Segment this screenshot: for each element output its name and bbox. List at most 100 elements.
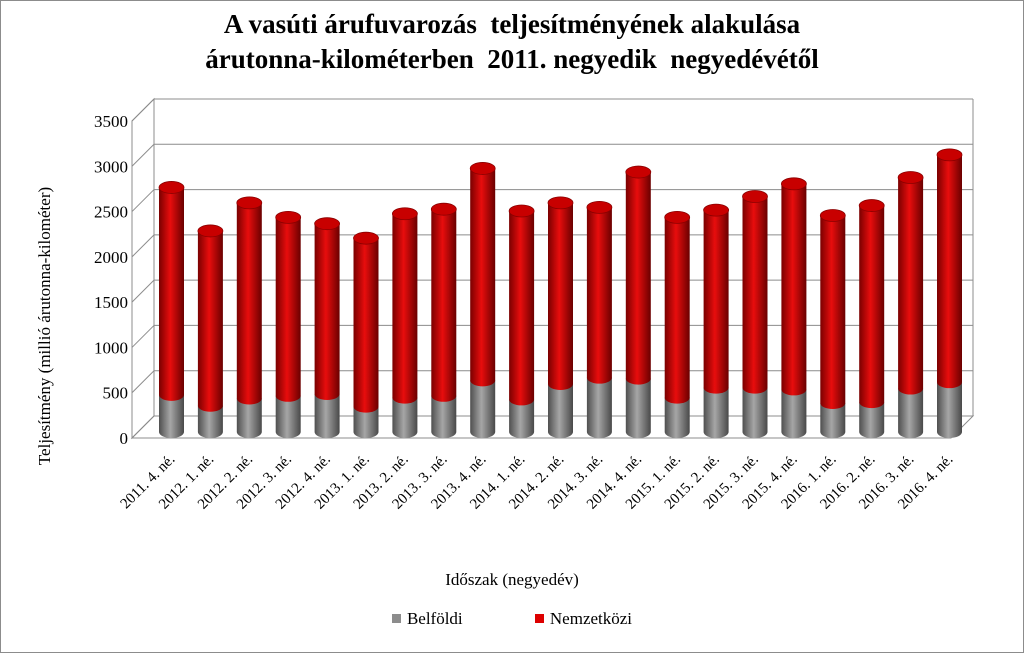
y-tick-label: 3000	[94, 157, 128, 176]
bar-group	[430, 202, 457, 438]
bar-top-cap	[897, 171, 924, 184]
chart-title: A vasúti árufuvarozás teljesítményének a…	[1, 7, 1023, 77]
bar-nemzetkozi	[509, 211, 535, 406]
bar-group	[547, 196, 574, 438]
gridline-side	[131, 325, 155, 348]
bar-belfoldi	[937, 382, 962, 438]
legend-label-belfoldi: Belföldi	[406, 609, 463, 628]
bar-nemzetkozi	[548, 202, 573, 390]
bar-nemzetkozi	[898, 177, 924, 395]
bar-top-cap	[391, 207, 418, 221]
bar-top-cap	[781, 177, 807, 191]
y-tick-label: 0	[120, 429, 129, 448]
bar-group	[236, 196, 263, 438]
bar-belfoldi	[275, 395, 301, 438]
bar-belfoldi	[159, 394, 184, 438]
bar-top-cap	[314, 217, 341, 231]
bar-top-cap	[703, 203, 729, 217]
bar-top-cap	[858, 199, 885, 212]
y-tick-label: 2000	[94, 248, 128, 267]
bar-belfoldi	[431, 395, 457, 438]
bar-nemzetkozi	[431, 209, 457, 402]
bar-belfoldi	[470, 380, 496, 438]
bar-group	[275, 210, 302, 438]
gridline-side	[131, 370, 155, 394]
bar-group	[781, 177, 807, 438]
bar-top-cap	[158, 181, 185, 194]
bar-nemzetkozi	[859, 205, 885, 409]
bar-belfoldi	[586, 377, 612, 438]
bar-group	[703, 203, 729, 438]
bar-top-cap	[625, 165, 652, 179]
bar-nemzetkozi	[159, 187, 184, 401]
bar-nemzetkozi	[664, 217, 690, 404]
bar-top-cap	[664, 210, 691, 224]
bar-top-cap	[236, 196, 263, 210]
chart-title-line-1: A vasúti árufuvarozás teljesítményének a…	[223, 9, 801, 39]
bar-belfoldi	[236, 398, 262, 438]
bar-nemzetkozi	[742, 196, 768, 394]
bar-belfoldi	[548, 383, 573, 438]
legend-item-belfoldi: Belföldi	[391, 609, 463, 629]
bar-top-cap	[936, 148, 963, 162]
chart-bars	[158, 148, 963, 438]
bar-belfoldi	[781, 389, 807, 438]
bar-nemzetkozi	[197, 230, 223, 412]
bar-nemzetkozi	[586, 207, 612, 384]
bar-group	[391, 207, 418, 438]
legend-item-nemzetkozi: Nemzetközi	[534, 609, 633, 629]
gridline-side	[131, 98, 155, 122]
y-tick-label: 1500	[94, 293, 128, 312]
legend-swatch-nemzetkozi	[534, 614, 544, 623]
bar-nemzetkozi	[820, 215, 846, 410]
chart-legend: Belföldi Nemzetközi	[1, 609, 1023, 629]
bar-nemzetkozi	[275, 217, 301, 402]
bar-belfoldi	[742, 387, 768, 438]
bar-group	[742, 190, 768, 438]
bar-top-cap	[508, 204, 535, 218]
legend-label-nemzetkozi: Nemzetközi	[549, 609, 633, 628]
bar-belfoldi	[197, 405, 223, 438]
bar-group	[508, 204, 535, 438]
gridline-side	[131, 279, 155, 303]
bar-belfoldi	[353, 406, 379, 438]
bar-nemzetkozi	[236, 202, 262, 405]
bar-top-cap	[275, 210, 302, 224]
y-tick-label: 1000	[94, 338, 128, 357]
bar-group	[819, 209, 846, 438]
bar-group	[897, 171, 924, 438]
bar-group	[197, 224, 224, 438]
bar-group	[158, 181, 185, 438]
bar-belfoldi	[898, 388, 924, 438]
y-tick-label: 500	[103, 384, 129, 403]
bar-group	[469, 162, 496, 438]
bar-belfoldi	[314, 393, 340, 438]
chart-title-line-2: árutonna-kilométerben 2011. negyedik neg…	[205, 44, 819, 74]
bar-nemzetkozi	[937, 154, 962, 389]
side-wall	[131, 97, 155, 440]
bar-group	[664, 210, 691, 438]
bar-group	[314, 217, 341, 438]
bar-belfoldi	[703, 387, 729, 438]
gridline-side	[131, 189, 155, 212]
bar-nemzetkozi	[703, 210, 729, 394]
bar-nemzetkozi	[470, 168, 496, 387]
bar-top-cap	[430, 202, 457, 216]
bar-top-cap	[353, 231, 379, 245]
bar-belfoldi	[509, 399, 535, 438]
bar-belfoldi	[392, 397, 418, 438]
y-tick-label: 2500	[94, 203, 128, 222]
bar-top-cap	[547, 196, 574, 210]
bar-belfoldi	[664, 397, 690, 438]
bar-nemzetkozi	[625, 172, 651, 385]
gridline-side	[131, 415, 155, 439]
legend-swatch-belfoldi	[391, 614, 401, 623]
bar-belfoldi	[820, 403, 846, 438]
bar-group	[586, 200, 613, 438]
bar-group	[858, 199, 885, 438]
bar-top-cap	[197, 224, 224, 238]
bar-nemzetkozi	[353, 238, 379, 413]
x-axis-title: Időszak (negyedév)	[445, 570, 579, 589]
